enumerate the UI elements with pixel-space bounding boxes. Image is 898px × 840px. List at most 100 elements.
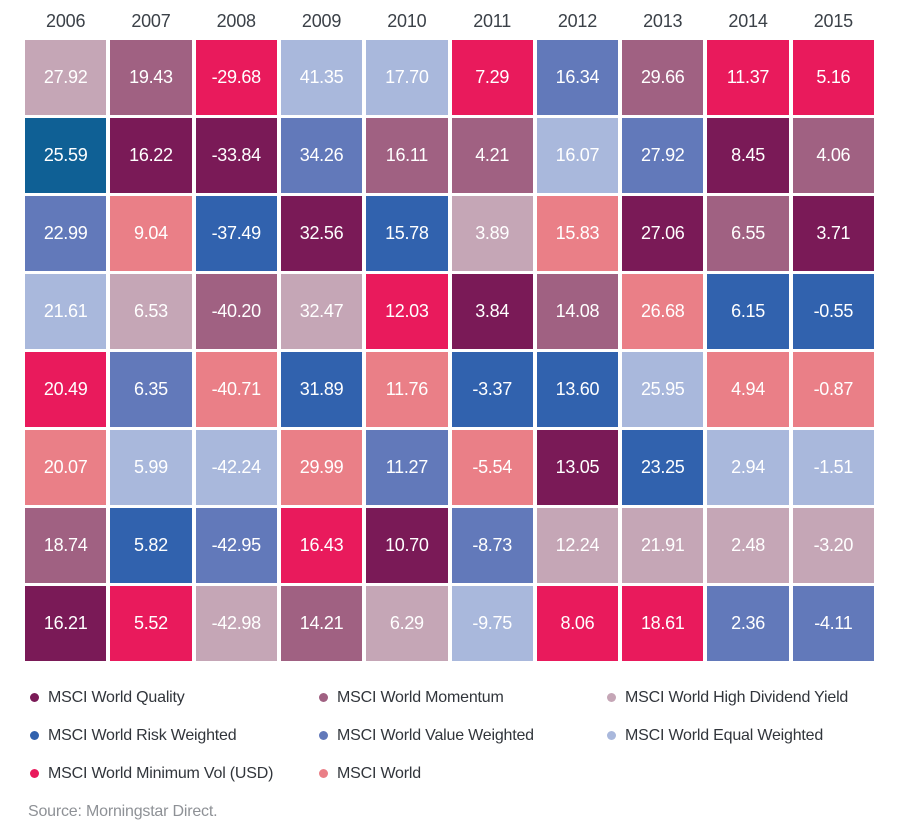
legend-dot-quality-icon xyxy=(30,693,39,702)
cell-2015-rank2-momentum: 4.06 xyxy=(792,118,874,193)
cell-2007-rank7-rw: 5.82 xyxy=(110,508,192,583)
cell-2011-rank2-momentum: 4.21 xyxy=(451,118,533,193)
cell-2009-rank5-rw: 31.89 xyxy=(280,352,363,427)
cell-2009-rank7-minvol: 16.43 xyxy=(280,508,363,583)
cell-2007-rank1-momentum: 19.43 xyxy=(110,40,192,115)
cell-2014-rank4-rw: 6.15 xyxy=(707,274,789,349)
cell-2008-rank8-hdy: -42.98 xyxy=(195,586,277,661)
cell-2013-rank6-rw: 23.25 xyxy=(622,430,704,505)
cell-2014-rank5-world: 4.94 xyxy=(707,352,789,427)
cell-2006-rank8-quality: 16.21 xyxy=(25,586,107,661)
cell-2015-rank5-world: -0.87 xyxy=(792,352,874,427)
legend-item-ew: MSCI World Equal Weighted xyxy=(607,724,875,747)
cell-2008-rank3-rw: -37.49 xyxy=(195,196,277,271)
cell-2006-rank3-vw: 22.99 xyxy=(25,196,107,271)
cell-2015-rank1-minvol: 5.16 xyxy=(792,40,874,115)
cell-2007-rank6-ew: 5.99 xyxy=(110,430,192,505)
legend: MSCI World Quality MSCI World Momentum MSC… xyxy=(30,686,875,785)
cell-2010-rank7-quality: 10.70 xyxy=(366,508,448,583)
cell-2014-rank2-quality: 8.45 xyxy=(707,118,789,193)
legend-dot-momentum-icon xyxy=(319,693,328,702)
legend-dot-minvol-icon xyxy=(30,769,39,778)
cell-2009-rank1-ew: 41.35 xyxy=(280,40,363,115)
cell-2009-rank2-vw: 34.26 xyxy=(280,118,363,193)
legend-row-2: MSCI World Risk Weighted MSCI World Value… xyxy=(30,724,875,747)
cell-2013-rank8-minvol: 18.61 xyxy=(622,586,704,661)
cell-2011-rank4-quality: 3.84 xyxy=(451,274,533,349)
cell-2012-rank7-hdy: 12.24 xyxy=(536,508,619,583)
legend-item-hdy: MSCI World High Dividend Yield xyxy=(607,686,875,709)
year-label-2010: 2010 xyxy=(387,10,427,31)
cell-2011-rank7-vw: -8.73 xyxy=(451,508,533,583)
cell-2013-rank7-hdy: 21.91 xyxy=(622,508,704,583)
cell-2011-rank1-minvol: 7.29 xyxy=(451,40,533,115)
cell-2010-rank4-minvol: 12.03 xyxy=(366,274,448,349)
cell-2009-rank6-world: 29.99 xyxy=(280,430,363,505)
cell-2009-rank3-quality: 32.56 xyxy=(280,196,363,271)
cell-2012-rank5-rw: 13.60 xyxy=(536,352,619,427)
cell-2007-rank2-quality: 16.22 xyxy=(110,118,192,193)
cell-2014-rank6-ew: 2.94 xyxy=(707,430,789,505)
legend-label-minvol: MSCI World Minimum Vol (USD) xyxy=(48,764,274,782)
legend-item-minvol: MSCI World Minimum Vol (USD) xyxy=(30,762,319,785)
cell-2008-rank6-ew: -42.24 xyxy=(195,430,277,505)
cell-2013-rank5-ew: 25.95 xyxy=(622,352,704,427)
legend-dot-vw-icon xyxy=(319,731,328,740)
cell-2012-rank2-ew: 16.07 xyxy=(536,118,619,193)
year-label-2008: 2008 xyxy=(216,10,256,31)
year-label-2012: 2012 xyxy=(557,10,598,31)
cell-2011-rank8-ew: -9.75 xyxy=(451,586,533,661)
legend-item-world: MSCI World xyxy=(319,762,607,785)
cell-2010-rank6-vw: 11.27 xyxy=(366,430,448,505)
cell-2013-rank1-momentum: 29.66 xyxy=(622,40,704,115)
legend-row-3: MSCI World Minimum Vol (USD) MSCI World xyxy=(30,762,875,785)
cell-2013-rank2-vw: 27.92 xyxy=(622,118,704,193)
year-label-2014: 2014 xyxy=(728,10,768,31)
cell-2012-rank1-vw: 16.34 xyxy=(536,40,619,115)
legend-item-momentum: MSCI World Momentum xyxy=(319,686,607,709)
legend-dot-ew-icon xyxy=(607,731,616,740)
legend-dot-hdy-icon xyxy=(607,693,616,702)
cell-2008-rank7-vw: -42.95 xyxy=(195,508,277,583)
year-label-2007: 2007 xyxy=(131,10,171,31)
year-label-2015: 2015 xyxy=(813,10,853,31)
cell-2015-rank8-vw: -4.11 xyxy=(792,586,874,661)
cell-2014-rank8-vw: 2.36 xyxy=(707,586,789,661)
cell-2012-rank3-world: 15.83 xyxy=(536,196,619,271)
legend-label-vw: MSCI World Value Weighted xyxy=(337,726,534,744)
cell-2008-rank1-minvol: -29.68 xyxy=(195,40,277,115)
legend-dot-world-icon xyxy=(319,769,328,778)
cell-2013-rank3-quality: 27.06 xyxy=(622,196,704,271)
cell-2007-rank3-world: 9.04 xyxy=(110,196,192,271)
cell-2014-rank3-momentum: 6.55 xyxy=(707,196,789,271)
legend-label-rw: MSCI World Risk Weighted xyxy=(48,726,237,744)
year-label-2011: 2011 xyxy=(473,10,512,31)
legend-item-rw: MSCI World Risk Weighted xyxy=(30,724,319,747)
cell-2011-rank3-hdy: 3.89 xyxy=(451,196,533,271)
cell-2006-rank2-rw: 25.59 xyxy=(25,118,107,193)
legend-label-quality: MSCI World Quality xyxy=(48,688,185,706)
year-label-2009: 2009 xyxy=(301,10,342,31)
cell-2008-rank4-momentum: -40.20 xyxy=(195,274,277,349)
cell-2007-rank4-hdy: 6.53 xyxy=(110,274,192,349)
legend-dot-rw-icon xyxy=(30,731,39,740)
cell-2014-rank1-minvol: 11.37 xyxy=(707,40,789,115)
cell-2014-rank7-hdy: 2.48 xyxy=(707,508,789,583)
cell-2008-rank5-world: -40.71 xyxy=(195,352,277,427)
cell-2006-rank1-hdy: 27.92 xyxy=(25,40,107,115)
cell-2010-rank2-momentum: 16.11 xyxy=(366,118,448,193)
cell-2006-rank6-world: 20.07 xyxy=(25,430,107,505)
cell-2015-rank6-ew: -1.51 xyxy=(792,430,874,505)
cell-2010-rank8-hdy: 6.29 xyxy=(366,586,448,661)
year-label-2013: 2013 xyxy=(643,10,683,31)
cell-2009-rank4-hdy: 32.47 xyxy=(280,274,363,349)
cell-2015-rank7-hdy: -3.20 xyxy=(792,508,874,583)
cell-2015-rank4-rw: -0.55 xyxy=(792,274,874,349)
legend-label-momentum: MSCI World Momentum xyxy=(337,688,504,706)
cell-2007-rank8-minvol: 5.52 xyxy=(110,586,192,661)
cell-2010-rank1-ew: 17.70 xyxy=(366,40,448,115)
cell-2006-rank4-ew: 21.61 xyxy=(25,274,107,349)
legend-item-vw: MSCI World Value Weighted xyxy=(319,724,607,747)
legend-label-world: MSCI World xyxy=(337,764,421,782)
legend-item-quality: MSCI World Quality xyxy=(30,686,319,709)
